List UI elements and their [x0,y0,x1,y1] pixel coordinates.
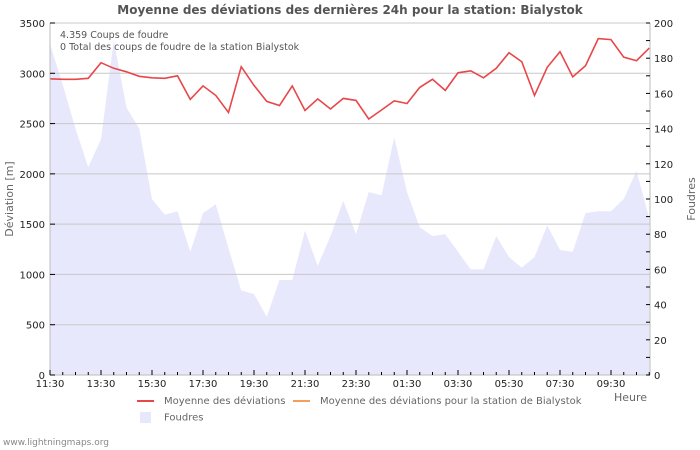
x-tick-label: 17:30 [189,379,218,390]
x-tick-label: 07:30 [546,379,575,390]
info-box: 4.359 Coups de foudre 0 Total des coups … [60,30,299,54]
legend-swatch-foudres [140,412,151,423]
y2-tick-label: 100 [654,195,673,206]
station-total-text: 0 Total des coups de foudre de la statio… [60,42,300,53]
foudres-area-path [50,40,650,375]
y2-tick-label: 80 [654,230,667,241]
y-tick-label: 500 [26,321,45,332]
x-tick-label: 15:30 [138,379,167,390]
y2-tick-label: 0 [654,371,660,382]
y-tick-label: 2500 [20,120,45,131]
y-tick-label: 2000 [20,170,45,181]
x-tick-label: 23:30 [342,379,371,390]
y2-axis-title: Foudres [685,177,698,221]
chart-title: Moyenne des déviations des dernières 24h… [117,3,583,17]
gridlines [50,22,650,326]
watermark: www.lightningmaps.org [3,438,109,448]
x-tick-label: 21:30 [291,379,320,390]
y2-tick-label: 60 [654,265,667,276]
y-tick-label: 0 [39,371,45,382]
y-tick-label: 1500 [20,220,45,231]
y-axis-title: Déviation [m] [3,161,16,236]
deviation-polyline [49,37,650,121]
legend-item-deviation: Moyenne des déviations [137,396,285,407]
legend-label-station: Moyenne des déviations pour la station d… [320,396,582,407]
y2-tick-label: 180 [654,54,673,65]
x-tick-label: 11:30 [36,379,65,390]
y2-tick-label: 20 [654,336,667,347]
strike-count-text: 4.359 Coups de foudre [60,30,169,41]
y2-tick-label: 120 [654,160,673,171]
y2-tick-label: 140 [654,125,673,136]
legend-swatch-deviation [137,400,154,402]
legend-swatch-station [293,400,310,402]
legend-label-deviation: Moyenne des déviations [164,396,286,407]
x-tick-label: 03:30 [444,379,473,390]
x-tick-label: 01:30 [393,379,422,390]
x-tick-label: 13:30 [87,379,116,390]
foudres-area [50,40,650,375]
deviation-line [49,37,650,121]
x-tick-label: 05:30 [495,379,524,390]
x-tick-label: 09:30 [597,379,626,390]
y-tick-label: 3000 [20,69,45,80]
y2-tick-label: 160 [654,89,673,100]
legend-item-station: Moyenne des déviations pour la station d… [293,396,582,407]
x-tick-label: 19:30 [240,379,269,390]
y2-tick-label: 40 [654,301,667,312]
legend-label-foudres: Foudres [164,412,204,424]
y-tick-label: 1000 [20,270,45,281]
y-tick-label: 3500 [20,19,45,30]
y2-tick-label: 200 [654,19,673,30]
x-axis-title: Heure [614,391,647,404]
legend-item-foudres: Foudres [137,412,203,424]
axes: 0 500 1000 1500 2000 2500 3000 3500 0 20 40 60 80 100… [20,19,674,390]
